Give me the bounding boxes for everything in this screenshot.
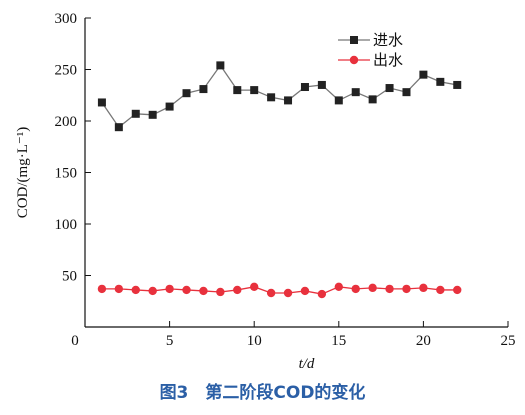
data-point xyxy=(284,96,293,105)
data-point xyxy=(148,286,157,296)
x-tick-label: 20 xyxy=(416,333,431,349)
data-point xyxy=(402,284,411,294)
series-line xyxy=(101,286,458,295)
data-point xyxy=(317,289,327,299)
data-point xyxy=(165,102,174,111)
y-tick-label: 150 xyxy=(55,166,78,182)
data-point xyxy=(216,61,225,70)
data-point xyxy=(250,86,259,95)
x-tick-label: 5 xyxy=(166,333,174,349)
data-point xyxy=(283,288,293,298)
legend-label: 出水 xyxy=(373,51,403,69)
data-point xyxy=(368,283,377,293)
axes xyxy=(84,18,508,328)
data-point xyxy=(266,288,276,298)
data-point xyxy=(436,77,445,86)
y-tick-label: 300 xyxy=(55,11,78,27)
x-tick-label: 25 xyxy=(501,333,516,349)
data-point xyxy=(216,287,225,297)
data-point xyxy=(267,93,276,102)
data-point xyxy=(148,110,157,119)
data-point xyxy=(114,284,124,294)
data-point xyxy=(385,84,394,93)
data-point xyxy=(351,284,360,294)
data-point xyxy=(436,285,445,295)
data-point xyxy=(317,80,326,89)
series-line xyxy=(101,64,458,129)
data-point xyxy=(199,85,208,94)
data-point xyxy=(385,284,394,294)
data-point xyxy=(368,95,377,104)
data-point xyxy=(182,285,191,295)
y-tick-label: 50 xyxy=(62,269,77,285)
y-tick-label: 250 xyxy=(55,63,78,79)
data-point xyxy=(334,96,343,105)
series-2 xyxy=(97,282,462,299)
series-1 xyxy=(97,61,462,132)
figure-caption: 图3 第二阶段COD的变化 xyxy=(159,383,366,403)
legend-marker xyxy=(350,36,358,44)
y-tick-label: 200 xyxy=(55,114,78,130)
data-point xyxy=(351,88,360,97)
data-point xyxy=(199,286,208,296)
data-point xyxy=(419,70,428,79)
data-point xyxy=(453,80,462,89)
data-point xyxy=(453,285,462,295)
data-point xyxy=(300,83,309,92)
data-point xyxy=(334,282,343,292)
legend-item-2: 出水 xyxy=(338,51,403,69)
data-point xyxy=(233,285,242,295)
data-point xyxy=(233,86,242,95)
data-point xyxy=(131,109,140,118)
data-point xyxy=(300,286,310,296)
x-tick-label: 15 xyxy=(331,333,346,349)
data-point xyxy=(97,284,107,294)
data-point xyxy=(114,123,123,132)
ticks: 0 5 10 15 20 25 50 100 150 200 250 300 xyxy=(55,11,516,349)
data-point xyxy=(182,89,191,98)
y-tick-label: 100 xyxy=(55,217,78,233)
data-point xyxy=(97,98,106,107)
x-tick-label: 0 xyxy=(71,333,79,349)
data-point xyxy=(402,88,411,97)
data-point xyxy=(165,284,174,294)
series-layer xyxy=(97,61,462,299)
x-tick-label: 10 xyxy=(247,333,262,349)
legend-marker xyxy=(349,55,359,65)
data-point xyxy=(250,282,259,292)
x-axis-label: t/d xyxy=(299,356,315,372)
y-axis-label: COD/(mg·L⁻¹) xyxy=(15,127,31,219)
data-point xyxy=(419,283,428,293)
data-point xyxy=(131,285,140,295)
legend-item-1: 进水 xyxy=(338,31,403,49)
legend-label: 进水 xyxy=(373,31,403,49)
